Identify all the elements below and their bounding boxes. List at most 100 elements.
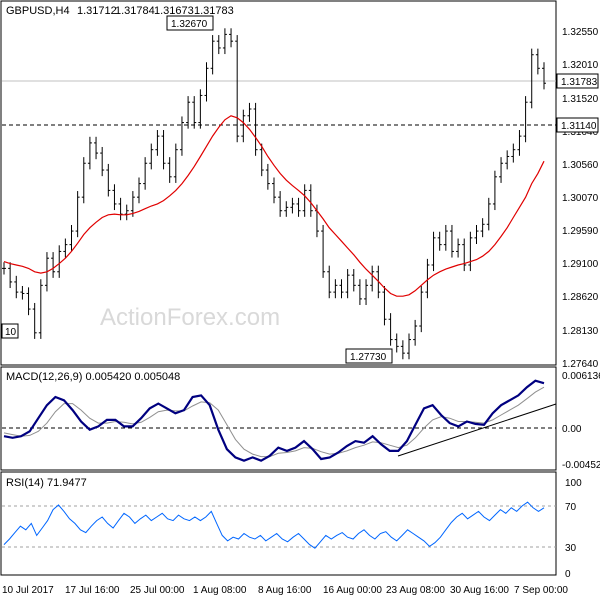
price-tick: 1.32550	[562, 27, 599, 38]
price-bar	[388, 313, 393, 346]
price-bar	[186, 96, 191, 129]
price-bar	[468, 231, 473, 272]
price-bar	[431, 231, 436, 272]
macd-line	[3, 379, 545, 462]
macd-tick: 0.006136	[562, 371, 600, 382]
price-bar	[32, 302, 37, 339]
price-bar	[222, 28, 227, 55]
price-bar	[542, 62, 546, 90]
price-bar	[492, 170, 497, 211]
price-bar	[443, 224, 448, 251]
price-bar	[204, 62, 209, 102]
high-label-box	[166, 15, 214, 31]
price-bar	[511, 143, 516, 163]
x-tick: 8 Aug 16:00	[258, 585, 312, 596]
price-bar	[192, 96, 197, 129]
price-bar	[259, 143, 264, 177]
price-bar	[284, 201, 289, 217]
macd-tick: -0.004529	[562, 460, 600, 471]
price-bar	[167, 157, 172, 183]
low-label-box	[345, 348, 393, 364]
price-bar	[296, 197, 301, 217]
price-bar	[529, 48, 534, 109]
rsi-y-axis: 100 70 30 0	[565, 478, 582, 580]
price-bar	[51, 252, 56, 278]
price-tick: 1.28130	[562, 326, 599, 337]
x-axis: 10 Jul 2017 17 Jul 16:00 25 Jul 00:00 1 …	[2, 585, 568, 596]
price-bar	[413, 319, 418, 346]
open-value: 1.31712	[77, 5, 117, 17]
price-bar	[210, 35, 215, 75]
price-bar	[499, 157, 504, 183]
price-bar	[535, 48, 540, 75]
price-bar	[137, 177, 141, 204]
price-bar	[486, 197, 491, 231]
price-bar	[118, 197, 123, 221]
price-bar	[456, 238, 461, 258]
macd-trendline	[397, 403, 557, 457]
price-panel-frame	[0, 0, 557, 366]
price-bar	[505, 150, 510, 170]
price-tick: 1.28620	[562, 292, 599, 303]
price-bar	[357, 279, 362, 305]
price-bar	[124, 204, 129, 221]
price-bar	[278, 191, 283, 217]
price-tick: 1.30560	[562, 160, 599, 171]
current-price-label: 1.31783	[561, 77, 598, 88]
symbol-label: GBPUSD,H4	[6, 5, 70, 17]
price-bar	[253, 102, 258, 156]
price-bar	[100, 146, 105, 177]
price-bar	[155, 130, 160, 156]
rsi-tick: 0	[565, 569, 571, 580]
price-bar	[112, 184, 117, 211]
price-bar	[449, 224, 454, 258]
price-bar	[75, 191, 80, 238]
x-tick: 30 Aug 16:00	[450, 585, 509, 596]
x-tick: 17 Jul 16:00	[65, 585, 120, 596]
x-tick: 10 Jul 2017	[2, 585, 54, 596]
price-bar	[94, 136, 99, 160]
price-bar	[327, 265, 332, 299]
moving-average-line	[3, 115, 545, 297]
high-value: 1.31784	[115, 5, 155, 17]
price-bar	[229, 28, 234, 48]
price-bar	[517, 130, 522, 156]
rsi-tick: 70	[565, 502, 577, 513]
rsi-line	[3, 501, 545, 549]
price-bar	[425, 258, 430, 299]
low-label: 1.27730	[350, 352, 387, 363]
price-bar	[130, 191, 135, 217]
left-partial-box	[1, 323, 19, 339]
low-value: 1.31673	[154, 5, 194, 17]
price-bar	[400, 340, 405, 360]
price-bar	[351, 269, 356, 292]
price-bar	[241, 109, 246, 143]
price-bar	[321, 224, 326, 278]
price-bar	[474, 224, 479, 244]
left-partial-label: 10	[5, 327, 17, 338]
macd-label: MACD(12,26,9) 0.005420 0.005048	[6, 371, 180, 383]
support-price-box	[556, 117, 599, 133]
price-bar	[20, 286, 25, 300]
x-tick: 1 Aug 08:00	[193, 585, 247, 596]
x-tick: 23 Aug 08:00	[386, 585, 445, 596]
price-bar	[419, 286, 424, 333]
price-bar	[345, 269, 350, 299]
price-tick: 1.29590	[562, 226, 599, 237]
price-bar	[247, 102, 252, 122]
price-bar	[69, 224, 74, 251]
price-bar	[2, 262, 6, 275]
price-bar	[173, 143, 178, 183]
price-bar	[149, 143, 154, 170]
price-tick: 1.31520	[562, 94, 599, 105]
price-bar	[290, 197, 295, 214]
close-value: 1.31783	[194, 5, 234, 17]
price-bar	[462, 238, 467, 272]
price-bar	[364, 279, 369, 305]
price-bar	[63, 238, 68, 258]
price-bar	[339, 279, 344, 299]
x-tick: 25 Jul 00:00	[130, 585, 185, 596]
price-tick: 1.27640	[562, 359, 599, 370]
